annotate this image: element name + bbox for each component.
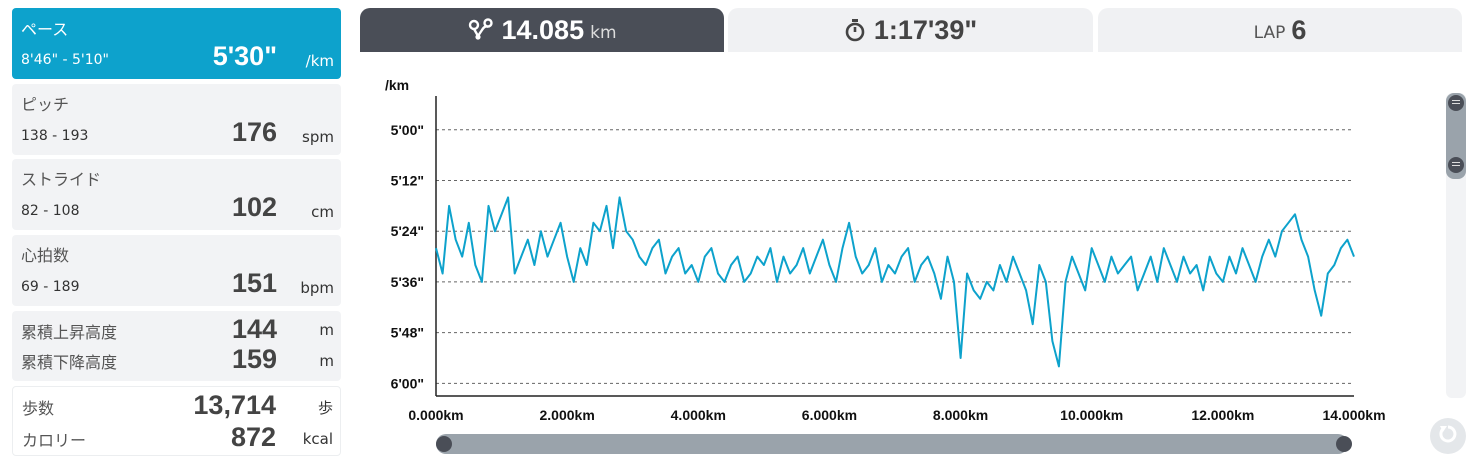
reset-zoom-button[interactable] xyxy=(1430,418,1466,454)
steps-card: 歩数 13,714 歩 カロリー 872 kcal xyxy=(12,386,341,456)
pace-unit: /km xyxy=(305,52,334,70)
y-tick-label: 5'36" xyxy=(391,274,424,290)
elevation-card[interactable]: 累積上昇高度 144 m 累積下降高度 159 m xyxy=(12,311,341,381)
heart-rate-card[interactable]: 心拍数 69 - 189 151 bpm xyxy=(12,235,341,306)
y-tick-label: 5'00" xyxy=(391,122,424,138)
descent-value: 159 xyxy=(231,344,277,374)
range-slider-track[interactable] xyxy=(436,434,1348,454)
heart-rate-range: 69 - 189 xyxy=(21,279,80,295)
x-tick-label: 6.000km xyxy=(802,407,857,423)
x-tick-label: 8.000km xyxy=(933,407,988,423)
calories-value: 872 xyxy=(230,422,276,452)
descent-label: 累積下降高度 xyxy=(21,353,118,372)
pitch-unit: spm xyxy=(302,128,334,146)
stride-label: ストライド xyxy=(21,170,102,189)
reset-icon xyxy=(1437,423,1459,449)
pitch-label: ピッチ xyxy=(21,95,70,114)
range-slider-start-handle[interactable] xyxy=(436,436,452,452)
descent-unit: m xyxy=(319,352,334,370)
x-tick-label: 12.000km xyxy=(1191,407,1254,423)
y-tick-label: 5'48" xyxy=(391,325,424,341)
ascent-value: 144 xyxy=(231,314,277,344)
y-tick-label: 5'24" xyxy=(391,223,424,239)
steps-value: 13,714 xyxy=(193,390,276,420)
zoom-top-handle[interactable] xyxy=(1448,95,1464,111)
stride-range: 82 - 108 xyxy=(21,203,80,219)
heart-rate-label: 心拍数 xyxy=(21,246,70,265)
pace-value: 5'30" xyxy=(212,41,277,71)
pitch-value: 176 xyxy=(231,117,277,147)
pitch-range: 138 - 193 xyxy=(21,128,89,144)
steps-label: 歩数 xyxy=(22,399,55,418)
calories-unit: kcal xyxy=(302,430,333,448)
ascent-label: 累積上昇高度 xyxy=(21,323,118,342)
pace-card[interactable]: ペース 8'46" - 5'10" 5'30" /km xyxy=(12,8,341,79)
chart-grid xyxy=(436,129,1354,384)
pace-series-line xyxy=(435,196,1355,368)
pace-chart[interactable]: 5'00" 5'12" 5'24" 5'36" 5'48" 6'00" 0.000km 2.… xyxy=(360,52,1430,462)
pitch-card[interactable]: ピッチ 138 - 193 176 spm xyxy=(12,84,341,155)
stride-value: 102 xyxy=(231,192,277,222)
tab-time[interactable]: 1:17'39" xyxy=(728,8,1093,52)
x-axis-ticks: 0.000km 2.000km 4.000km 6.000km 8.000km 10.00… xyxy=(408,407,1385,423)
lap-value: 6 xyxy=(1291,14,1307,45)
x-tick-label: 4.000km xyxy=(671,407,726,423)
y-tick-label: 5'12" xyxy=(391,173,424,189)
x-tick-label: 2.000km xyxy=(540,407,595,423)
tab-lap[interactable]: LAP 6 xyxy=(1098,8,1462,52)
steps-unit: 歩 xyxy=(317,399,333,417)
heart-rate-value: 151 xyxy=(231,268,277,298)
distance-unit: km xyxy=(590,23,617,43)
ascent-unit: m xyxy=(319,321,334,339)
x-tick-label: 10.000km xyxy=(1060,407,1123,423)
range-slider-end-handle[interactable] xyxy=(1336,436,1352,452)
stride-unit: cm xyxy=(311,203,334,221)
lap-label: LAP xyxy=(1253,23,1286,43)
pace-label: ペース xyxy=(21,20,69,39)
distance-value: 14.085 xyxy=(501,14,585,45)
stopwatch-icon xyxy=(844,18,866,42)
y-axis-label: /km xyxy=(385,77,409,93)
route-icon xyxy=(468,18,494,42)
zoom-bottom-handle[interactable] xyxy=(1448,157,1464,173)
stride-card[interactable]: ストライド 82 - 108 102 cm xyxy=(12,159,341,230)
x-tick-label: 14.000km xyxy=(1322,407,1385,423)
tab-distance[interactable]: 14.085 km xyxy=(360,8,724,52)
y-axis-ticks: 5'00" 5'12" 5'24" 5'36" 5'48" 6'00" xyxy=(391,122,424,392)
time-value: 1:17'39" xyxy=(873,14,978,45)
y-tick-label: 6'00" xyxy=(391,375,424,391)
calories-label: カロリー xyxy=(22,431,87,450)
pace-range: 8'46" - 5'10" xyxy=(21,52,109,68)
x-tick-label: 0.000km xyxy=(408,407,463,423)
heart-rate-unit: bpm xyxy=(300,279,334,297)
